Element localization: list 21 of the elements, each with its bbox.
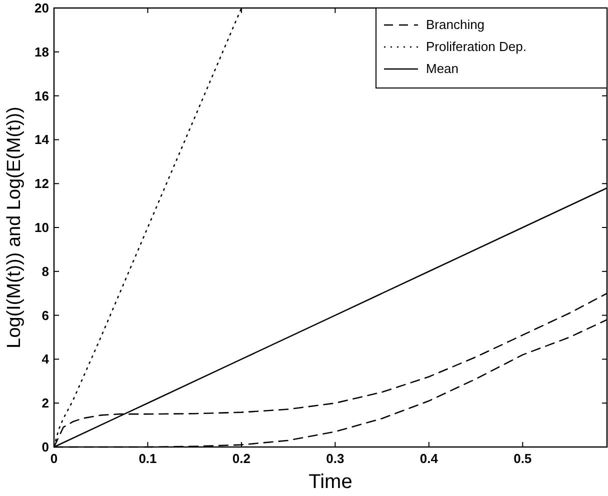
- y-tick-label: 4: [42, 352, 50, 367]
- x-tick-label: 0.5: [514, 451, 532, 466]
- x-axis-title: Time: [308, 471, 352, 493]
- y-tick-label: 0: [42, 440, 49, 454]
- y-tick-label: 8: [42, 264, 49, 279]
- y-axis-title: Log(I(M(t))) and Log(E(M(t))): [4, 106, 25, 348]
- y-tick-label: 2: [42, 396, 49, 411]
- x-tick-label: 0.3: [326, 451, 344, 466]
- y-tick-label: 6: [42, 308, 49, 323]
- legend-label: Mean: [426, 61, 459, 76]
- x-tick-label: 0.1: [138, 451, 157, 466]
- y-tick-label: 14: [34, 132, 50, 148]
- legend-label: Branching: [426, 17, 485, 32]
- x-tick-label: 0.4: [420, 451, 439, 466]
- x-tick-label: 0.2: [232, 451, 250, 466]
- y-tick-label: 18: [34, 44, 49, 60]
- y-tick-label: 20: [34, 0, 49, 16]
- y-tick-label: 12: [34, 176, 49, 192]
- y-tick-label: 10: [34, 220, 49, 235]
- y-tick-label: 16: [34, 88, 49, 104]
- legend-label: Proliferation Dep.: [426, 39, 526, 54]
